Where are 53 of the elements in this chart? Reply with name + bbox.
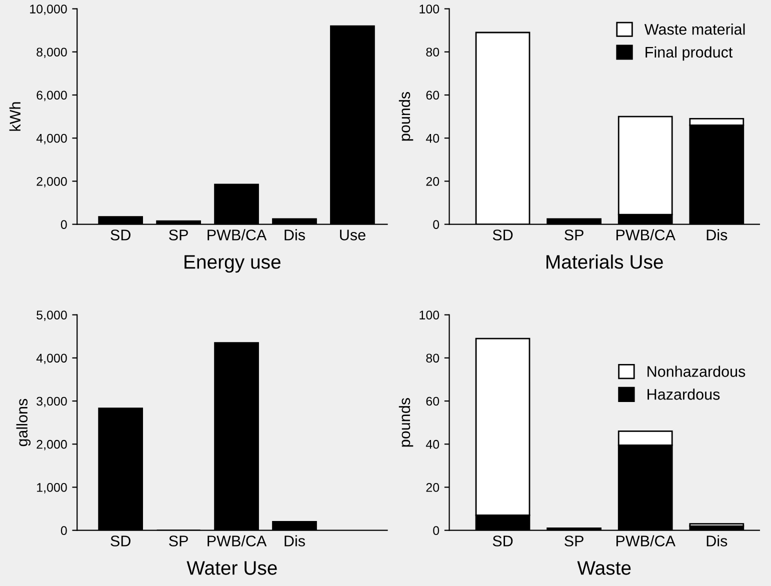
x-tick-label: Dis	[706, 229, 728, 240]
x-tick-label: PWB/CA	[208, 535, 267, 546]
y-tick-label: 2,000	[36, 440, 67, 450]
x-tick-label: SP	[169, 230, 188, 240]
y-tick-label: 0	[433, 526, 440, 535]
legend-label: Hazardous	[648, 388, 720, 400]
y-tick-label: 100	[420, 310, 440, 320]
y-tick-label: 8,000	[36, 48, 67, 58]
x-axis-title: Waste	[577, 561, 631, 575]
x-tick-label: Dis	[284, 535, 305, 546]
y-tick-label: 20	[426, 177, 440, 186]
x-tick-label: PWB/CA	[616, 535, 676, 546]
y-tick-label: 80	[426, 48, 440, 57]
y-axis-title: gallons	[16, 398, 31, 446]
y-tick-label: 6,000	[36, 90, 67, 102]
x-axis-title: Materials Use	[546, 254, 663, 269]
y-tick-label: 4,000	[36, 354, 67, 364]
x-tick-label: Dis	[284, 229, 305, 240]
y-axis-title: pounds	[398, 92, 414, 141]
x-tick-label: Use	[340, 230, 366, 240]
y-tick-label: 20	[426, 483, 440, 492]
y-tick-label: 40	[426, 440, 440, 449]
legend-label: Waste material	[644, 24, 745, 35]
y-tick-label: 10,000	[30, 4, 67, 15]
legend-label: Nonhazardous	[648, 366, 746, 377]
y-tick-label: 60	[426, 90, 440, 100]
y-tick-label: 5,000	[36, 310, 67, 321]
x-axis-title: Energy use	[184, 255, 280, 273]
y-tick-label: 1,000	[37, 483, 67, 494]
x-tick-label: Dis	[706, 535, 728, 546]
x-tick-label: SP	[564, 536, 584, 546]
y-tick-label: 0	[433, 220, 440, 229]
y-tick-label: 80	[426, 354, 440, 363]
x-tick-label: SP	[564, 230, 584, 240]
x-tick-label: SP	[169, 536, 188, 546]
y-tick-label: 40	[426, 134, 440, 143]
y-tick-label: 100	[420, 4, 440, 14]
x-tick-label: PWB/CA	[616, 229, 676, 240]
x-tick-label: SD	[110, 230, 130, 240]
y-axis-title: kWh	[9, 102, 20, 131]
y-tick-label: 0	[60, 526, 67, 535]
x-tick-label: SD	[492, 230, 513, 240]
x-tick-label: SD	[110, 536, 130, 546]
x-tick-label: PWB/CA	[208, 229, 267, 240]
y-tick-label: 4,000	[36, 134, 67, 144]
y-tick-label: 2,000	[36, 177, 67, 188]
legend-label: Final product	[646, 46, 733, 61]
y-tick-label: 60	[426, 396, 440, 406]
x-axis-title: Water Use	[186, 561, 277, 575]
y-tick-label: 0	[60, 220, 67, 229]
y-axis-title: pounds	[398, 398, 414, 447]
x-tick-label: SD	[492, 536, 513, 546]
y-tick-label: 3,000	[36, 396, 67, 408]
